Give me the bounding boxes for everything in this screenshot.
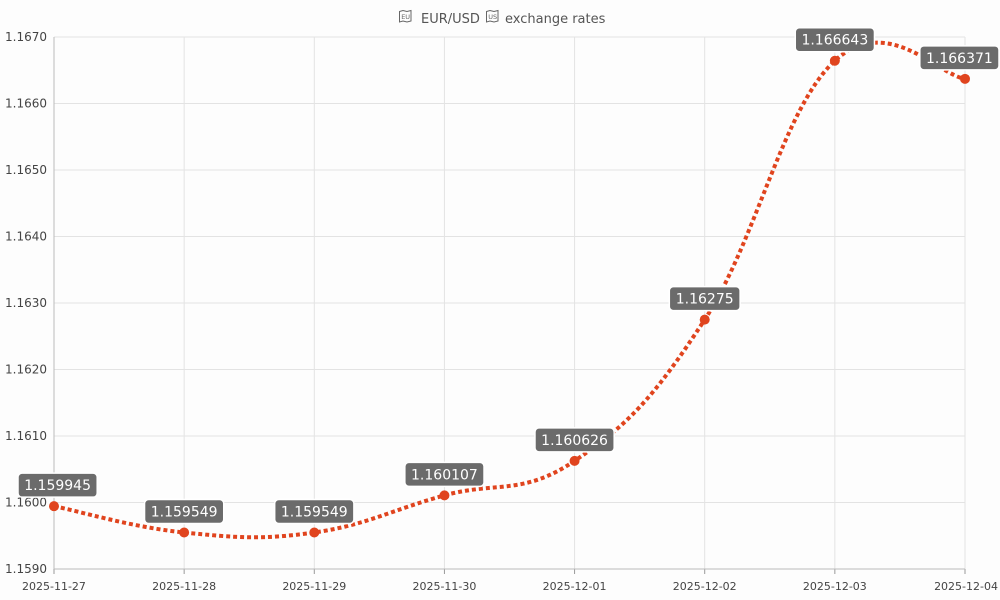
data-label-layer: 1.159945 1.159549 1.159549 1.160107 1.160626…	[17, 26, 1000, 525]
data-label: 1.160626	[534, 427, 615, 453]
y-tick-label: 1.1640	[5, 230, 47, 244]
x-tick-label: 2025-12-03	[803, 580, 867, 593]
data-label-box	[668, 285, 741, 312]
data-label: 1.16275	[668, 285, 741, 312]
data-label-text: 1.166643	[801, 33, 868, 49]
data-label: 1.159549	[143, 498, 225, 525]
us-flag-icon-text: US	[488, 13, 497, 21]
us-flag-icon: US	[486, 9, 499, 23]
series-line	[53, 40, 966, 540]
data-label-text: 1.16275	[676, 292, 734, 308]
eu-flag-icon: EU	[399, 9, 412, 23]
data-point	[960, 73, 970, 84]
axis-layer: 1.1590 1.1600 1.1610 1.1620 1.1630 1.1640 1.16…	[5, 30, 998, 593]
chart-title: EU EUR/USD US exchange rates	[399, 9, 606, 27]
data-label: 1.160107	[404, 461, 485, 488]
data-point	[179, 527, 190, 538]
data-label-box	[17, 472, 98, 498]
x-tick-label: 2025-11-27	[22, 580, 86, 593]
series-line-layer	[53, 40, 966, 540]
data-point	[309, 527, 320, 538]
data-label-box	[273, 498, 355, 525]
data-label-box	[794, 26, 876, 53]
data-label-text: 1.166371	[926, 51, 993, 67]
point-layer	[49, 55, 970, 538]
y-tick-label: 1.1630	[5, 296, 47, 310]
x-tick-label: 2025-11-29	[282, 580, 346, 593]
data-label-box	[919, 45, 1000, 71]
data-point	[569, 455, 580, 466]
y-tick-label: 1.1670	[5, 30, 47, 44]
data-point	[439, 490, 450, 501]
x-tick-label: 2025-12-02	[673, 580, 737, 593]
x-tick-label: 2025-11-28	[152, 580, 216, 593]
data-point	[829, 55, 840, 66]
y-tick-label: 1.1590	[5, 562, 47, 576]
data-label-box	[534, 427, 615, 453]
data-label-text: 1.159549	[281, 504, 348, 520]
x-tick-label: 2025-11-30	[412, 580, 476, 593]
data-label-text: 1.160626	[541, 433, 608, 449]
data-label: 1.159945	[17, 472, 98, 498]
data-label: 1.166643	[794, 26, 876, 53]
x-tick-label: 2025-12-04	[934, 580, 998, 593]
data-label-text: 1.160107	[411, 467, 478, 483]
y-tick-label: 1.1600	[5, 496, 47, 510]
y-tick-label: 1.1660	[5, 97, 47, 111]
data-label-text: 1.159549	[151, 504, 218, 520]
data-label-box	[404, 461, 485, 488]
y-tick-label: 1.1610	[5, 429, 47, 443]
eu-flag-icon-text: EU	[401, 13, 410, 21]
data-label: 1.166371	[919, 45, 1000, 71]
chart-title-text: EUR/USD	[421, 12, 480, 27]
data-point	[699, 314, 710, 325]
data-point	[49, 501, 59, 512]
grid-layer	[53, 36, 966, 570]
data-label-box	[143, 498, 225, 525]
y-tick-label: 1.1620	[5, 363, 47, 377]
x-tick-label: 2025-12-01	[543, 580, 607, 593]
data-label-text: 1.159945	[24, 478, 91, 494]
data-label: 1.159549	[273, 498, 355, 525]
chart-title-suffix: exchange rates	[505, 12, 606, 27]
y-tick-label: 1.1650	[5, 163, 47, 177]
